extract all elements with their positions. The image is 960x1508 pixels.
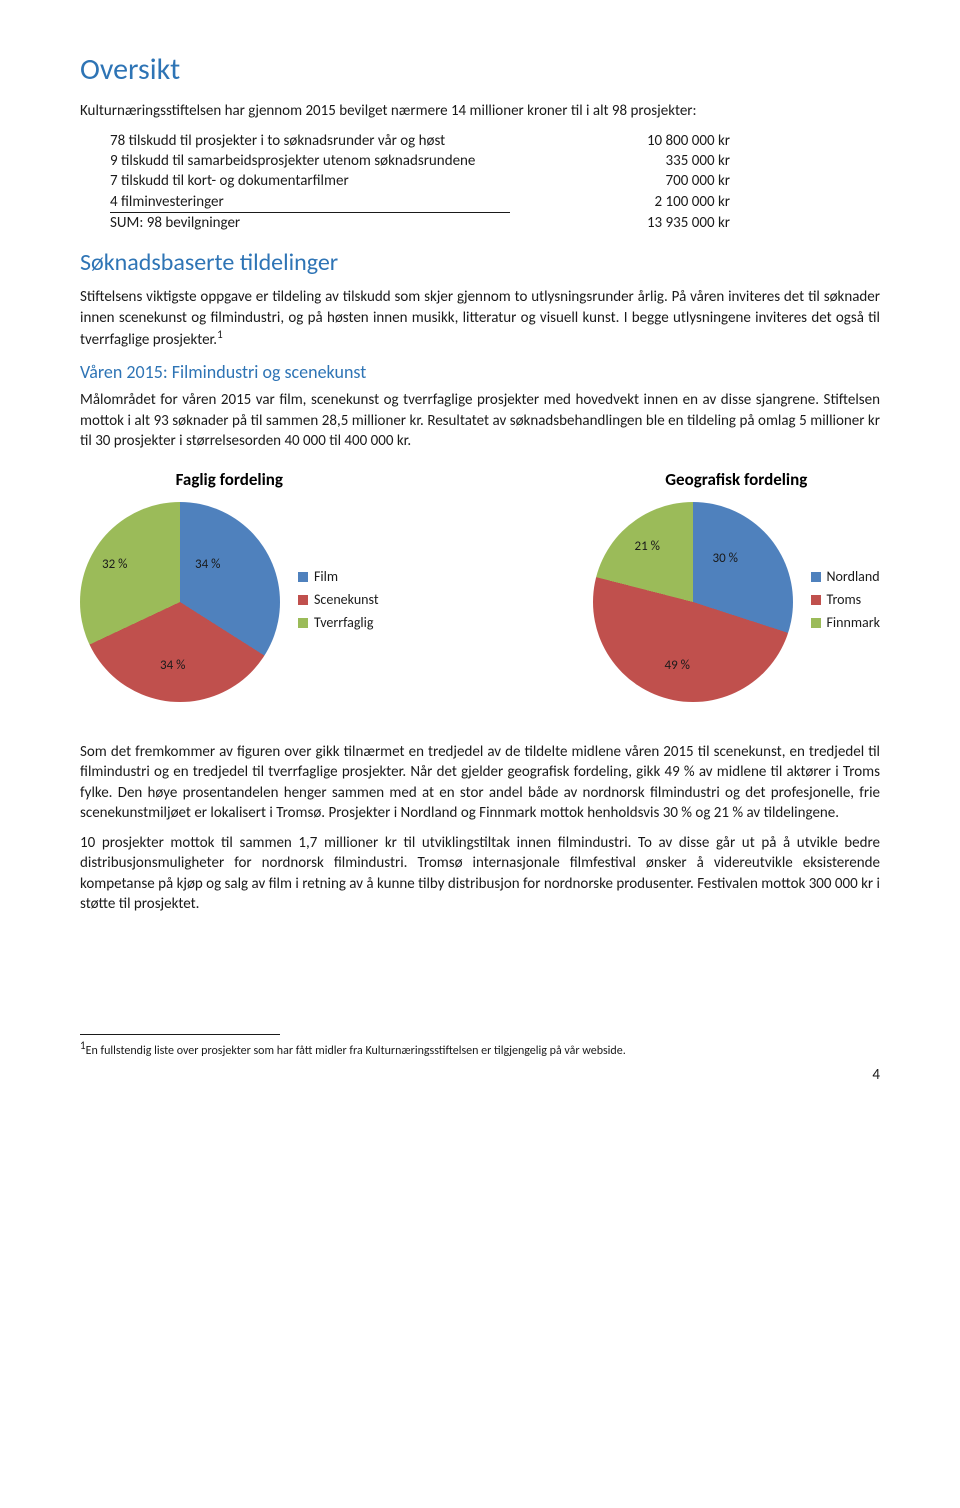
budget-row: 9 tilskudd til samarbeidsprosjekter uten…	[110, 151, 730, 171]
legend-item: Nordland	[811, 568, 881, 587]
paragraph-stiftelsens: Stiftelsens viktigste oppgave er tildeli…	[80, 287, 880, 350]
footnote-ref: 1	[217, 328, 223, 341]
budget-row: SUM: 98 bevilgninger 13 935 000 kr	[110, 213, 730, 233]
legend-item: Finnmark	[811, 614, 881, 633]
heading-soknadsbaserte: Søknadsbaserte tildelinger	[80, 247, 880, 279]
legend-label: Finnmark	[827, 614, 881, 633]
legend-swatch	[298, 595, 308, 605]
legend-item: Scenekunst	[298, 591, 379, 610]
legend-swatch	[298, 618, 308, 628]
pie-slice-label: 49 %	[665, 657, 690, 675]
paragraph-stiftelsens-text: Stiftelsens viktigste oppgave er tildeli…	[80, 288, 880, 349]
chart-geo-pie: 30 % 49 % 21 %	[593, 502, 793, 702]
budget-list: 78 tilskudd til prosjekter i to søknadsr…	[110, 131, 880, 233]
chart-faglig-block: Faglig fordeling 34 % 34 % 32 % Film Scenek…	[80, 469, 379, 702]
legend-item: Troms	[811, 591, 881, 610]
legend-item: Tverrfaglig	[298, 614, 379, 633]
chart-geo-legend: Nordland Troms Finnmark	[811, 568, 881, 637]
budget-value: 10 800 000 kr	[647, 131, 730, 151]
legend-label: Nordland	[827, 568, 880, 587]
chart-geo-title: Geografisk fordeling	[593, 469, 881, 492]
chart-faglig-legend: Film Scenekunst Tverrfaglig	[298, 568, 379, 637]
footnote-text: En fullstendig liste over prosjekter som…	[86, 1044, 626, 1058]
legend-swatch	[298, 572, 308, 582]
heading-varen2015: Våren 2015: Filmindustri og scenekunst	[80, 360, 880, 384]
paragraph-malomradet: Målområdet for våren 2015 var film, scen…	[80, 390, 880, 451]
legend-label: Scenekunst	[314, 591, 379, 610]
paragraph-10: 10 prosjekter mottok til sammen 1,7 mill…	[80, 833, 880, 914]
pie-slice-label: 34 %	[195, 556, 220, 574]
budget-value: 335 000 kr	[666, 151, 730, 171]
footnote: 1En fullstendig liste over prosjekter so…	[80, 1039, 880, 1059]
budget-label: 78 tilskudd til prosjekter i to søknadsr…	[110, 131, 445, 151]
legend-swatch	[811, 595, 821, 605]
legend-label: Film	[314, 568, 338, 587]
paragraph-som: Som det fremkommer av figuren over gikk …	[80, 742, 880, 823]
chart-geo-block: Geografisk fordeling 30 % 49 % 21 % Nordla…	[593, 469, 881, 702]
budget-row: 78 tilskudd til prosjekter i to søknadsr…	[110, 131, 730, 151]
legend-item: Film	[298, 568, 379, 587]
footnote-separator	[80, 1034, 280, 1035]
budget-row: 7 tilskudd til kort- og dokumentarfilmer…	[110, 171, 730, 191]
legend-label: Troms	[827, 591, 862, 610]
pie-slice-label: 30 %	[713, 550, 738, 568]
legend-label: Tverrfaglig	[314, 614, 373, 633]
page-number: 4	[80, 1065, 880, 1085]
budget-label: 7 tilskudd til kort- og dokumentarfilmer	[110, 171, 349, 191]
chart-faglig-pie: 34 % 34 % 32 %	[80, 502, 280, 702]
intro-paragraph: Kulturnæringsstiftelsen har gjennom 2015…	[80, 101, 880, 121]
pie-slice-label: 21 %	[635, 538, 660, 556]
budget-label: 9 tilskudd til samarbeidsprosjekter uten…	[110, 151, 475, 171]
legend-swatch	[811, 572, 821, 582]
pie-slice-label: 32 %	[102, 556, 127, 574]
budget-row: 4 filminvesteringer 2 100 000 kr	[110, 192, 730, 213]
pie-chart	[593, 502, 793, 702]
pie-slice-label: 34 %	[160, 657, 185, 675]
budget-value: 2 100 000 kr	[655, 192, 730, 213]
legend-swatch	[811, 618, 821, 628]
heading-oversikt: Oversikt	[80, 50, 880, 91]
budget-value: 13 935 000 kr	[647, 213, 730, 233]
budget-label: SUM: 98 bevilgninger	[110, 213, 240, 233]
budget-label: 4 filminvesteringer	[110, 192, 510, 213]
chart-faglig-title: Faglig fordeling	[80, 469, 379, 492]
budget-value: 700 000 kr	[666, 171, 730, 191]
charts-row: Faglig fordeling 34 % 34 % 32 % Film Scenek…	[80, 469, 880, 702]
